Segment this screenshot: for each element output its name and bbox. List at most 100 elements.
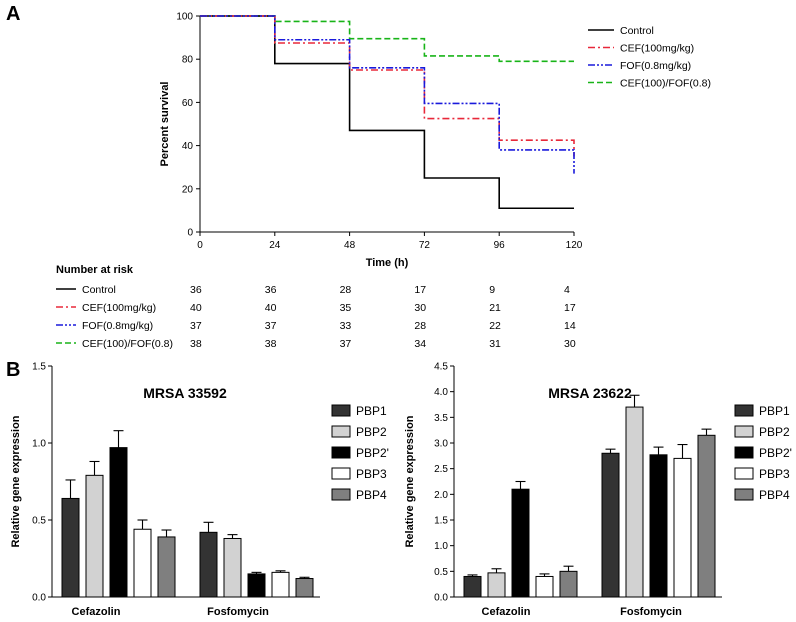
- risk-cell: 40: [265, 302, 277, 314]
- risk-cell: 37: [340, 338, 352, 350]
- bar: [511, 488, 530, 598]
- bar-y-axis-label: Relative gene expression: [404, 415, 416, 547]
- risk-cell: 38: [265, 338, 277, 350]
- survival-y-axis-label: Percent survival: [159, 82, 171, 167]
- bar-legend-swatch: [331, 404, 351, 417]
- risk-cell: 17: [414, 284, 426, 296]
- bar-y-tick-label: 1.5: [32, 362, 46, 373]
- survival-line-3: [200, 15, 575, 174]
- bar-legend-swatch: [734, 467, 754, 480]
- bar-legend-swatch: [734, 425, 754, 438]
- bar-y-axis-label: Relative gene expression: [10, 415, 22, 547]
- risk-row-label: Control: [82, 284, 116, 296]
- bar-legend-label: PBP1: [759, 404, 790, 418]
- bar-legend-label: PBP2: [759, 425, 790, 439]
- panel-a-label: A: [6, 3, 20, 25]
- bar-category-label: Cefazolin: [482, 606, 531, 618]
- bar-legend-label: PBP3: [356, 467, 387, 481]
- bar-legend-swatch: [734, 404, 754, 417]
- bar: [535, 575, 554, 598]
- bar-y-tick-label: 0.0: [434, 593, 448, 604]
- risk-cell: 9: [489, 284, 495, 296]
- bar-y-tick-label: 0.0: [32, 593, 46, 604]
- risk-cell: 40: [190, 302, 202, 314]
- survival-line-4: [200, 15, 574, 63]
- survival-y-tick-label: 80: [182, 55, 194, 66]
- risk-table: Number at risk Control 36 36 28 17 9 4 CEF(100m…: [56, 264, 576, 350]
- bar-y-tick-label: 2.5: [434, 464, 448, 475]
- survival-x-tick-label: 120: [566, 240, 583, 251]
- bar-legend-label: PBP4: [356, 488, 387, 502]
- survival-line-2: [200, 15, 575, 157]
- risk-row-label: CEF(100)/FOF(0.8): [82, 338, 173, 350]
- bar: [487, 572, 506, 598]
- bar-y-tick-label: 1.0: [32, 439, 46, 450]
- survival-chart: 0 20 40 60 80 100 0 24 48 72 96 120 Time (h) Percent …: [159, 12, 711, 270]
- risk-row-label: CEF(100mg/kg): [82, 302, 156, 314]
- bar-chart-mrsa-23622: 0.0 0.5 1.0 1.5 2.0 2.5 3.0 3.5 4.0 4.5 Relative g…: [404, 362, 792, 619]
- risk-cell: 30: [414, 302, 426, 314]
- survival-legend-label: Control: [620, 25, 654, 37]
- bar: [697, 434, 716, 598]
- bar-y-tick-label: 0.5: [32, 516, 46, 527]
- bar-y-tick-label: 2.0: [434, 490, 448, 501]
- risk-table-title: Number at risk: [56, 264, 134, 276]
- bar-legend-swatch: [734, 446, 754, 459]
- bar-legend-swatch: [331, 446, 351, 459]
- risk-cell: 36: [190, 284, 202, 296]
- bar-legend-label: PBP4: [759, 488, 790, 502]
- risk-cell: 21: [489, 302, 501, 314]
- risk-cell: 37: [265, 320, 277, 332]
- risk-cell: 17: [564, 302, 576, 314]
- bar: [271, 571, 290, 598]
- survival-x-tick-label: 72: [419, 240, 431, 251]
- bar: [673, 457, 692, 598]
- risk-cell: 34: [414, 338, 426, 350]
- bar: [199, 531, 218, 598]
- risk-cell: 37: [190, 320, 202, 332]
- risk-cell: 30: [564, 338, 576, 350]
- risk-cell: 36: [265, 284, 277, 296]
- bar-category-label: Cefazolin: [72, 606, 121, 618]
- bar: [463, 575, 482, 598]
- bar-y-tick-label: 0.5: [434, 567, 448, 578]
- survival-y-tick-label: 0: [187, 228, 193, 239]
- bar-y-tick-label: 1.5: [434, 516, 448, 527]
- survival-x-tick-label: 48: [344, 240, 356, 251]
- bar-y-tick-label: 3.5: [434, 413, 448, 424]
- risk-cell: 35: [340, 302, 352, 314]
- bar-legend-swatch: [734, 488, 754, 501]
- bar-legend-label: PBP2': [759, 446, 792, 460]
- risk-cell: 31: [489, 338, 501, 350]
- risk-cell: 22: [489, 320, 501, 332]
- bar: [247, 573, 266, 598]
- bar-y-tick-label: 3.0: [434, 439, 448, 450]
- survival-y-tick-label: 100: [176, 12, 193, 23]
- bar-chart-mrsa-33592: 0.0 0.5 1.0 1.5 Relative gene expression MRSA…: [10, 362, 389, 619]
- bar: [223, 537, 242, 598]
- survival-x-tick-label: 24: [269, 240, 281, 251]
- survival-legend-label: CEF(100mg/kg): [620, 43, 694, 55]
- survival-x-tick-label: 0: [197, 240, 203, 251]
- survival-y-tick-label: 60: [182, 98, 194, 109]
- survival-x-tick-label: 96: [494, 240, 506, 251]
- bar: [601, 452, 620, 598]
- bar-legend-label: PBP2: [356, 425, 387, 439]
- risk-row-label: FOF(0.8mg/kg): [82, 320, 153, 332]
- bar: [625, 406, 644, 598]
- risk-cell: 38: [190, 338, 202, 350]
- bar: [649, 454, 668, 598]
- survival-legend-label: CEF(100)/FOF(0.8): [620, 78, 711, 90]
- bar: [133, 528, 152, 598]
- bar-legend-swatch: [331, 488, 351, 501]
- risk-cell: 28: [414, 320, 426, 332]
- bar-y-tick-label: 1.0: [434, 541, 448, 552]
- bar-chart-title: MRSA 33592: [143, 385, 227, 401]
- bar-legend-swatch: [331, 467, 351, 480]
- risk-cell: 28: [340, 284, 352, 296]
- bar-legend-label: PBP3: [759, 467, 790, 481]
- bar: [61, 497, 80, 598]
- bar: [85, 474, 104, 598]
- bar-legend-label: PBP1: [356, 404, 387, 418]
